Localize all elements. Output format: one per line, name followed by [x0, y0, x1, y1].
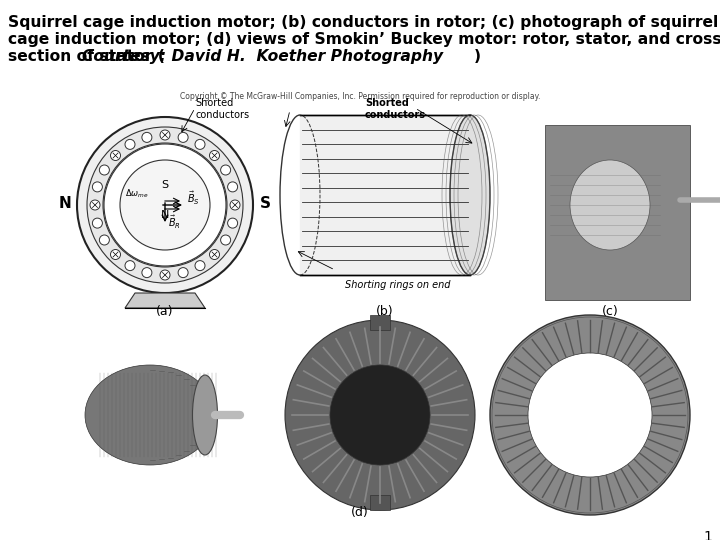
Text: S: S [259, 195, 271, 211]
Text: $\vec{B}_S$: $\vec{B}_S$ [187, 190, 200, 207]
Circle shape [228, 218, 238, 228]
Text: 1: 1 [703, 530, 712, 540]
Circle shape [228, 182, 238, 192]
Circle shape [110, 151, 120, 160]
Ellipse shape [192, 375, 217, 455]
Text: Shorting rings on end: Shorting rings on end [345, 280, 451, 290]
Circle shape [210, 151, 220, 160]
Circle shape [142, 268, 152, 278]
Text: Copyright © The McGraw-Hill Companies, Inc. Permission required for reproduction: Copyright © The McGraw-Hill Companies, I… [180, 92, 540, 101]
Text: (a): (a) [156, 305, 174, 318]
Ellipse shape [85, 365, 215, 465]
Text: $\vec{B}_R$: $\vec{B}_R$ [168, 214, 181, 231]
Text: Shorted
conductors: Shorted conductors [195, 98, 249, 119]
Circle shape [77, 117, 253, 293]
Bar [370, 495, 390, 510]
Text: N: N [58, 195, 71, 211]
Circle shape [230, 200, 240, 210]
Circle shape [99, 165, 109, 175]
Bar [545, 125, 690, 300]
Text: (c): (c) [602, 305, 618, 318]
Text: (d): (d) [351, 506, 369, 519]
Text: ): ) [474, 49, 481, 64]
Text: Courtesy: David H.  Koether Photography: Courtesy: David H. Koether Photography [82, 49, 443, 64]
Text: N: N [161, 210, 169, 220]
Circle shape [210, 249, 220, 260]
Text: S: S [161, 180, 168, 190]
Circle shape [160, 130, 170, 140]
Text: Squirrel cage induction motor; (b) conductors in rotor; (c) photograph of squirr: Squirrel cage induction motor; (b) condu… [8, 15, 719, 30]
Circle shape [220, 165, 230, 175]
Circle shape [178, 132, 188, 143]
Circle shape [285, 320, 475, 510]
Circle shape [125, 139, 135, 150]
Circle shape [160, 270, 170, 280]
Circle shape [120, 160, 210, 250]
Text: Shorted
conductors: Shorted conductors [365, 98, 426, 119]
Circle shape [104, 144, 226, 266]
Circle shape [330, 365, 430, 465]
Bar [300, 115, 470, 275]
Ellipse shape [450, 115, 490, 275]
Circle shape [92, 182, 102, 192]
Circle shape [125, 261, 135, 271]
Circle shape [90, 200, 100, 210]
Circle shape [178, 268, 188, 278]
Circle shape [195, 261, 205, 271]
Text: section of stator (: section of stator ( [8, 49, 165, 64]
Circle shape [528, 353, 652, 477]
Circle shape [92, 218, 102, 228]
Circle shape [490, 315, 690, 515]
Text: $\Delta\omega_{me}$: $\Delta\omega_{me}$ [125, 188, 149, 200]
Circle shape [220, 235, 230, 245]
Ellipse shape [570, 160, 650, 250]
Circle shape [142, 132, 152, 143]
Bar [370, 315, 390, 330]
Circle shape [195, 139, 205, 150]
Circle shape [99, 235, 109, 245]
Text: cage induction motor; (d) views of Smokin’ Buckey motor: rotor, stator, and cros: cage induction motor; (d) views of Smoki… [8, 32, 720, 47]
Wedge shape [87, 127, 243, 283]
Polygon shape [125, 293, 205, 308]
Circle shape [110, 249, 120, 260]
Text: (b): (b) [376, 305, 394, 318]
